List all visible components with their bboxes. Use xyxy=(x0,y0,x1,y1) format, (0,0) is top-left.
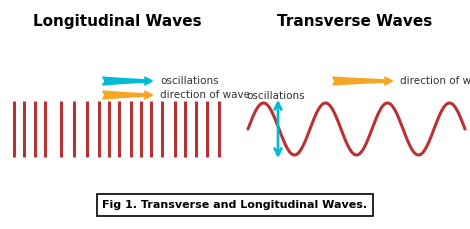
Text: oscillations: oscillations xyxy=(246,91,305,101)
Text: Transverse Waves: Transverse Waves xyxy=(277,14,432,29)
Text: direction of wave: direction of wave xyxy=(160,90,250,100)
Text: Longitudinal Waves: Longitudinal Waves xyxy=(33,14,201,29)
Text: direction of wave: direction of wave xyxy=(400,76,470,86)
Text: Fig 1. Transverse and Longitudinal Waves.: Fig 1. Transverse and Longitudinal Waves… xyxy=(102,200,368,210)
Text: oscillations: oscillations xyxy=(160,76,219,86)
